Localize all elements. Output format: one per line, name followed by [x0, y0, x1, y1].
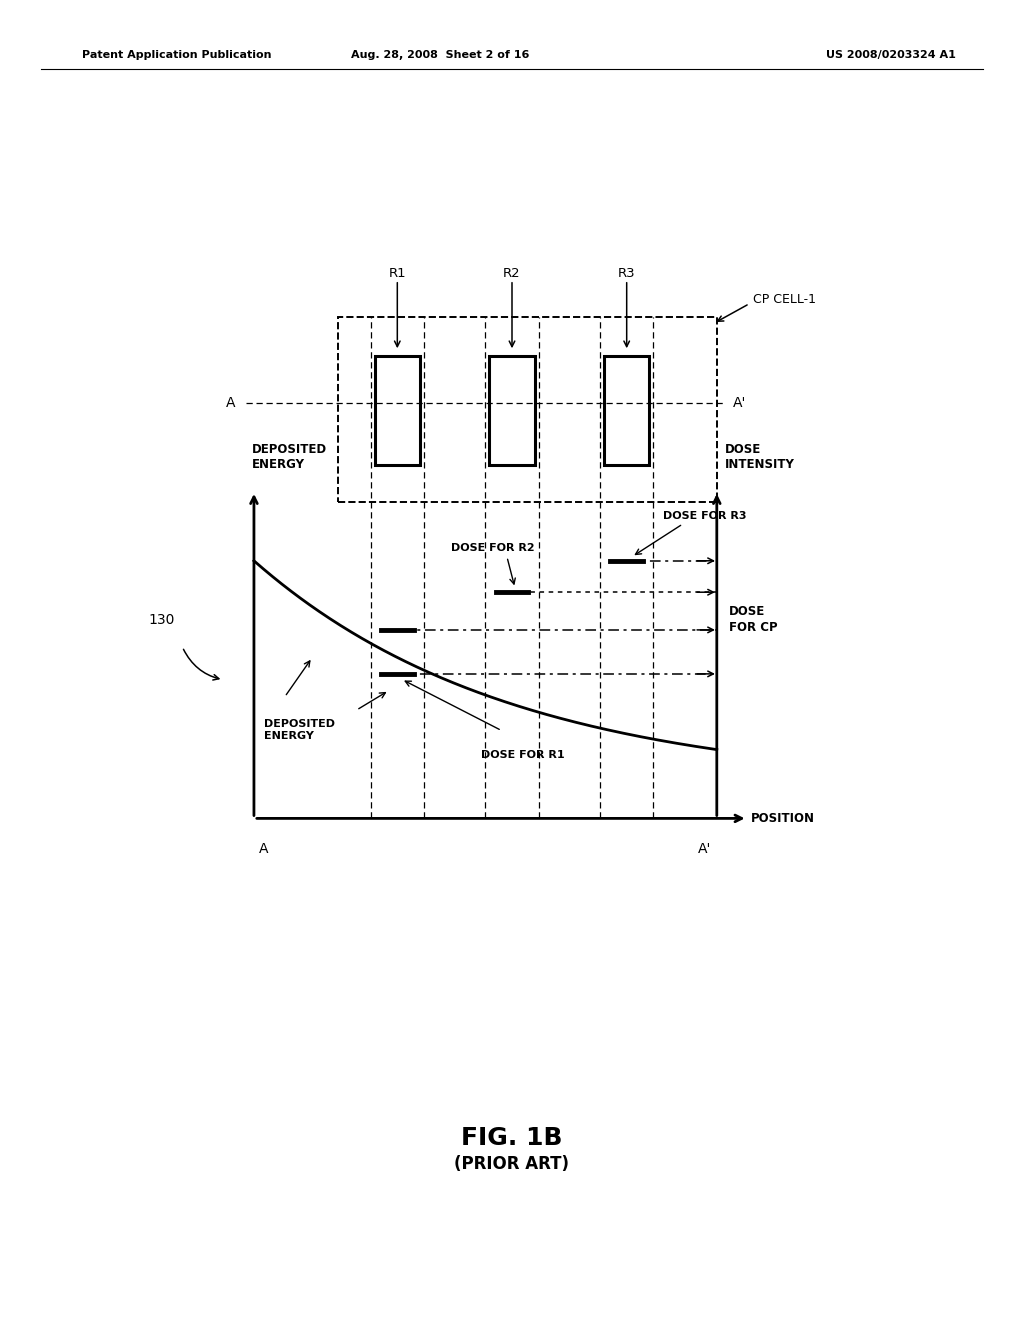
Text: R3: R3 [617, 267, 636, 280]
Text: DOSE
INTENSITY: DOSE INTENSITY [725, 444, 795, 471]
Text: POSITION: POSITION [751, 812, 815, 825]
Text: DOSE FOR R2: DOSE FOR R2 [451, 543, 535, 553]
Text: (PRIOR ART): (PRIOR ART) [455, 1155, 569, 1173]
Text: CP CELL-1: CP CELL-1 [753, 293, 816, 306]
Text: DOSE FOR R3: DOSE FOR R3 [663, 511, 746, 521]
Text: 130: 130 [148, 614, 175, 627]
Text: A': A' [698, 842, 712, 857]
Text: DOSE
FOR CP: DOSE FOR CP [729, 605, 777, 634]
Text: Aug. 28, 2008  Sheet 2 of 16: Aug. 28, 2008 Sheet 2 of 16 [351, 50, 529, 61]
Text: R2: R2 [503, 267, 521, 280]
Text: R1: R1 [388, 267, 407, 280]
Text: DEPOSITED
ENERGY: DEPOSITED ENERGY [252, 444, 327, 471]
Text: DEPOSITED
ENERGY: DEPOSITED ENERGY [264, 719, 335, 741]
Text: A: A [259, 842, 268, 857]
Text: US 2008/0203324 A1: US 2008/0203324 A1 [826, 50, 955, 61]
Text: FIG. 1B: FIG. 1B [461, 1126, 563, 1150]
Text: A': A' [733, 396, 746, 409]
Text: A: A [226, 396, 236, 409]
Text: Patent Application Publication: Patent Application Publication [82, 50, 271, 61]
Text: DOSE FOR R1: DOSE FOR R1 [481, 751, 565, 760]
